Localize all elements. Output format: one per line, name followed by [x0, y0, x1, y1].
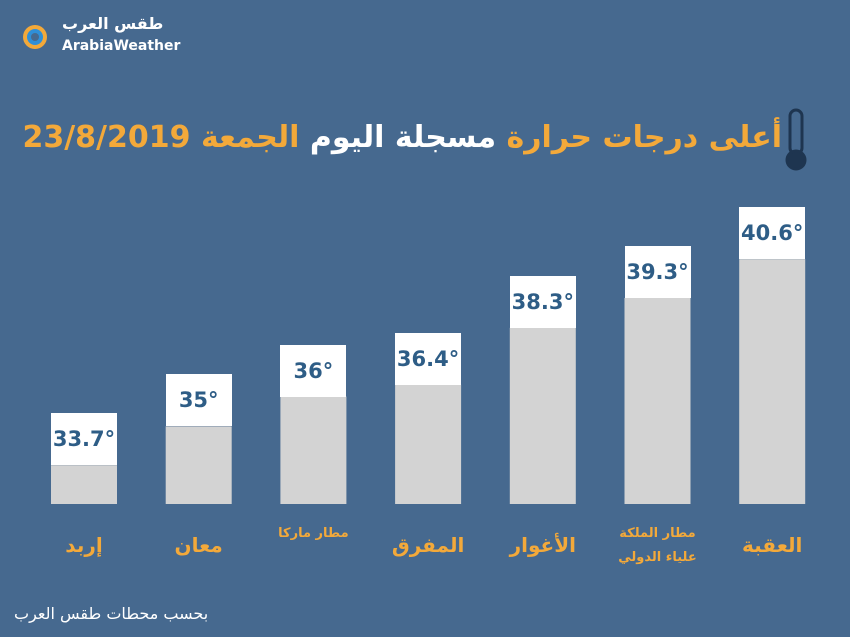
brand-en: ArabiaWeather	[62, 38, 181, 54]
bar	[280, 396, 347, 504]
value-label: 35°	[165, 374, 232, 427]
bar	[509, 327, 576, 504]
bar	[165, 426, 232, 504]
title-part: الجمعة 23/8/2019	[22, 120, 300, 155]
bar	[395, 384, 462, 504]
chart-title: أعلى درجات حرارة مسجلة اليوم الجمعة 23/8…	[22, 120, 782, 155]
bar	[51, 465, 117, 504]
x-tick-label: مطار الملكة علياء الدولي	[618, 526, 697, 565]
bar	[624, 297, 691, 504]
logo-icon	[23, 25, 47, 49]
x-tick-label: المفرق	[391, 533, 465, 557]
value-label: 33.7°	[51, 413, 117, 466]
title-part: مسجلة اليوم	[309, 120, 497, 155]
value-label: 36°	[280, 344, 347, 397]
value-label: 40.6°	[739, 207, 806, 260]
x-tick-label: معان	[174, 533, 223, 557]
bar	[739, 259, 806, 504]
value-label: 39.3°	[624, 245, 691, 298]
brand-ar: طقس العرب	[62, 14, 164, 33]
value-label: 36.4°	[395, 332, 462, 385]
x-tick-label: العقبة	[742, 533, 803, 557]
x-tick-label: الأغوار	[509, 533, 576, 557]
source-note: بحسب محطات طقس العرب	[14, 604, 209, 623]
x-tick-label: إربد	[65, 533, 103, 557]
value-label: 38.3°	[509, 275, 576, 328]
title-part: أعلى درجات حرارة	[506, 120, 782, 155]
thermometer-icon	[785, 108, 807, 171]
x-tick-label: مطار ماركا	[278, 526, 349, 541]
